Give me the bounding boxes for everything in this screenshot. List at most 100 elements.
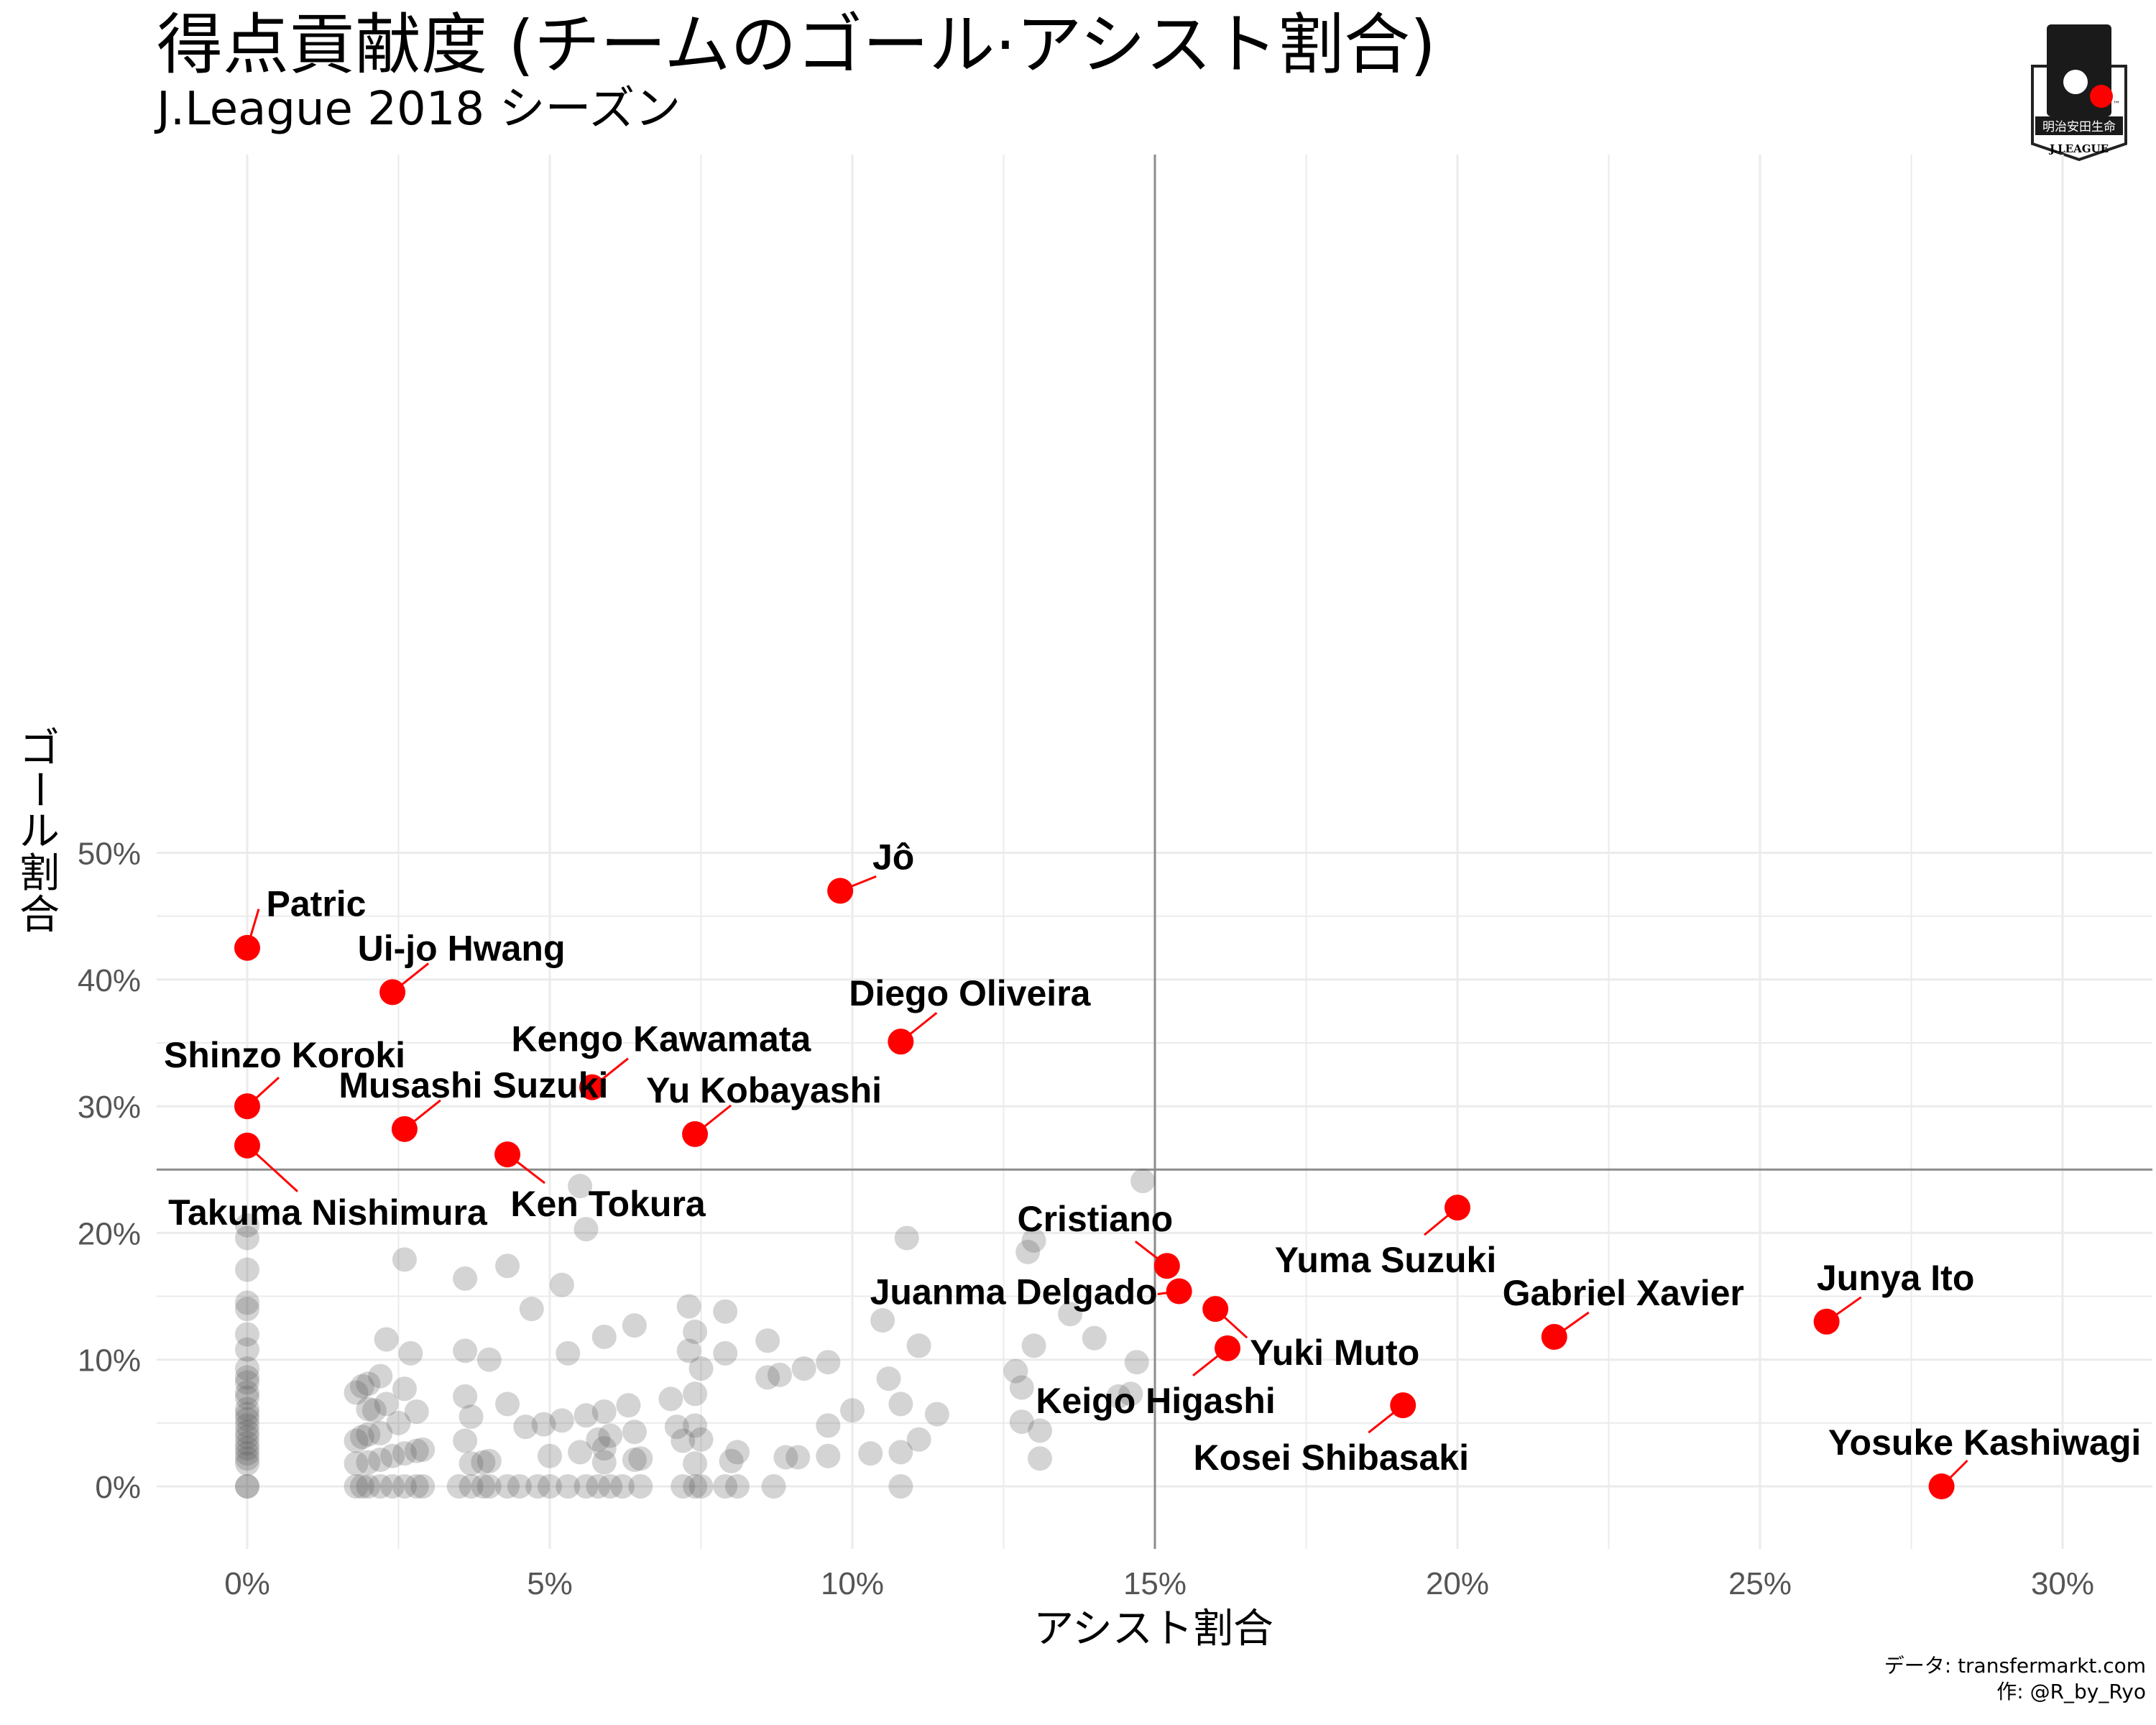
- data-point: [356, 1474, 381, 1499]
- player-label: Yosuke Kashiwagi: [1828, 1422, 2141, 1463]
- data-point: [344, 1474, 369, 1499]
- data-point: [906, 1427, 931, 1452]
- player-label: Gabriel Xavier: [1503, 1273, 1744, 1313]
- chart-subtitle: J.League 2018 シーズン: [157, 83, 681, 136]
- data-point: [888, 1392, 913, 1417]
- highlighted-point: [888, 1029, 914, 1055]
- data-point: [356, 1397, 381, 1422]
- data-point: [235, 1290, 259, 1315]
- data-point: [591, 1436, 617, 1461]
- player-label: Junya Ito: [1817, 1258, 1974, 1298]
- highlighted-point: [1215, 1335, 1241, 1361]
- data-point: [386, 1410, 411, 1435]
- logo-sponsor-band: [2035, 116, 2123, 135]
- x-axis-title: アシスト割合: [1033, 1606, 1273, 1652]
- caption-author: 作: @R_by_Ryo: [1996, 1680, 2146, 1703]
- player-label: Ken Tokura: [510, 1184, 706, 1224]
- data-point: [495, 1392, 520, 1417]
- data-point: [349, 1374, 374, 1399]
- data-point: [591, 1450, 617, 1475]
- data-point: [235, 1420, 259, 1445]
- data-point: [235, 1451, 259, 1476]
- data-point: [713, 1340, 738, 1366]
- data-point: [858, 1441, 883, 1466]
- data-point: [556, 1340, 581, 1366]
- data-point: [676, 1294, 701, 1319]
- data-point: [368, 1420, 393, 1445]
- data-point: [767, 1362, 792, 1387]
- data-point: [1118, 1381, 1143, 1407]
- data-point: [568, 1440, 593, 1465]
- data-point: [235, 1356, 259, 1381]
- data-point: [235, 1257, 259, 1282]
- data-point: [235, 1436, 259, 1461]
- highlighted-point: [1928, 1473, 1955, 1499]
- highlighted-point: [1813, 1308, 1840, 1335]
- data-point: [761, 1474, 786, 1499]
- highlighted-point: [827, 878, 854, 904]
- data-point: [906, 1333, 931, 1358]
- data-point: [1021, 1228, 1046, 1253]
- data-point: [1130, 1169, 1156, 1194]
- data-point: [235, 1441, 259, 1466]
- data-point: [1009, 1409, 1034, 1435]
- logo-wordmark: J.LEAGUE: [2048, 142, 2109, 155]
- data-point: [586, 1427, 611, 1452]
- highlighted-point: [1390, 1392, 1416, 1419]
- data-point: [549, 1272, 574, 1297]
- data-point: [791, 1356, 816, 1381]
- data-point: [459, 1474, 484, 1499]
- x-tick-label: 5%: [527, 1566, 573, 1601]
- x-tick-label: 15%: [1123, 1566, 1187, 1601]
- y-tick-label: 10%: [78, 1343, 141, 1379]
- player-label: Keigo Higashi: [1036, 1381, 1275, 1421]
- data-point: [1003, 1358, 1028, 1384]
- data-point: [235, 1380, 259, 1405]
- data-point: [471, 1450, 496, 1475]
- data-point: [876, 1366, 901, 1392]
- data-point: [392, 1376, 417, 1402]
- data-point: [519, 1297, 544, 1322]
- data-point: [235, 1397, 259, 1422]
- highlighted-point: [379, 979, 406, 1006]
- data-point: [683, 1413, 708, 1438]
- data-point: [1021, 1333, 1046, 1358]
- data-point: [549, 1408, 574, 1433]
- data-point: [816, 1413, 841, 1438]
- data-point: [235, 1474, 259, 1499]
- data-point: [538, 1474, 562, 1499]
- data-point: [538, 1443, 562, 1468]
- jleague-logo: ™ 明治安田生命 J.LEAGUE: [2031, 24, 2127, 162]
- data-point: [556, 1474, 581, 1499]
- other-players-points: [235, 1169, 1156, 1499]
- y-axis-title-char: 合: [19, 892, 60, 939]
- data-point: [235, 1337, 259, 1362]
- data-point: [786, 1445, 811, 1470]
- data-point: [453, 1338, 478, 1363]
- player-label: Cristiano: [1017, 1199, 1173, 1239]
- data-point: [471, 1474, 496, 1499]
- player-label: Yuki Muto: [1250, 1333, 1419, 1373]
- data-point: [476, 1448, 502, 1473]
- x-tick-labels: 0% 5% 10% 15% 20% 25% 30%: [224, 1566, 2094, 1601]
- logo-tm: ™: [2113, 101, 2120, 109]
- data-point: [459, 1451, 484, 1476]
- player-label: Juanma Delgado: [870, 1271, 1158, 1312]
- highlighted-point: [1166, 1278, 1192, 1305]
- data-point: [725, 1474, 750, 1499]
- data-point: [610, 1474, 635, 1499]
- data-point: [598, 1474, 623, 1499]
- data-point: [683, 1381, 708, 1407]
- data-point: [719, 1448, 744, 1473]
- data-point: [924, 1402, 949, 1427]
- x-tick-label: 30%: [2031, 1566, 2094, 1601]
- data-point: [755, 1328, 780, 1353]
- data-point: [344, 1380, 369, 1405]
- data-point: [1009, 1375, 1034, 1400]
- reference-lines: [157, 155, 2152, 1549]
- player-label: Yuma Suzuki: [1275, 1240, 1496, 1280]
- y-axis-title-char: ゴ: [19, 725, 60, 772]
- data-point: [404, 1399, 429, 1424]
